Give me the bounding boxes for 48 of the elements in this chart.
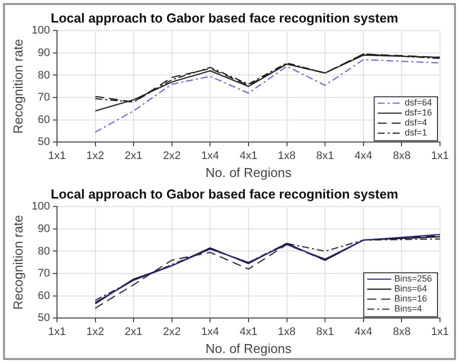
legend-label: dsf=64 [404,98,432,108]
x-tick-label: 1x1 [431,150,449,162]
y-tick-label: 70 [38,268,50,280]
x-tick-label: 8x1 [316,150,334,162]
y-axis-title: Recognition rate [10,215,26,310]
x-tick-label: 1x2 [86,326,104,338]
chart-title: Local approach to Gabor based face recognition system [50,10,398,26]
x-tick-label: 1x8 [278,150,296,162]
x-tick-label: 4x4 [354,150,372,162]
legend-label: dsf=4 [404,118,428,128]
x-tick-label: 1x4 [201,326,220,338]
x-tick-label: 4x1 [240,150,258,162]
y-tick-label: 100 [32,24,50,37]
y-tick-label: 60 [38,114,50,126]
legend-label: dsf=1 [404,128,428,138]
y-tick-label: 70 [38,92,50,104]
x-axis-title: No. of Regions [205,340,292,356]
x-tick-label: 1x2 [86,150,104,162]
legend-label: Bins=64 [394,284,427,294]
legend-label: Bins=256 [394,274,432,284]
x-tick-label: 2x1 [124,326,142,338]
x-tick-label: 2x2 [162,326,181,338]
x-tick-label: 1x8 [278,326,296,338]
x-tick-label: 1x1 [48,150,66,162]
chart-title: Local approach to Gabor based face recognition system [50,186,398,202]
y-tick-label: 100 [32,200,50,213]
x-tick-label: 8x8 [392,150,411,162]
x-tick-label: 1x4 [201,150,220,162]
y-tick-label: 50 [38,312,50,324]
y-tick-label: 80 [38,69,50,82]
x-axis-title: No. of Regions [205,164,292,180]
legend-label: dsf=16 [404,108,432,118]
y-tick-label: 90 [38,46,50,59]
y-axis-title: Recognition rate [10,39,26,134]
y-tick-label: 60 [38,290,50,302]
y-tick-label: 80 [38,245,50,258]
x-tick-label: 1x1 [48,326,66,338]
legend-label: Bins=4 [394,304,422,314]
y-tick-label: 90 [38,222,50,235]
y-tick-label: 50 [38,136,50,148]
x-tick-label: 1x1 [431,326,449,338]
legend-label: Bins=16 [394,294,427,304]
x-tick-label: 8x1 [316,326,334,338]
x-tick-label: 8x8 [392,326,411,338]
x-tick-label: 2x2 [162,150,181,162]
x-tick-label: 4x4 [354,326,372,338]
x-tick-label: 4x1 [240,326,258,338]
x-tick-label: 2x1 [124,150,142,162]
